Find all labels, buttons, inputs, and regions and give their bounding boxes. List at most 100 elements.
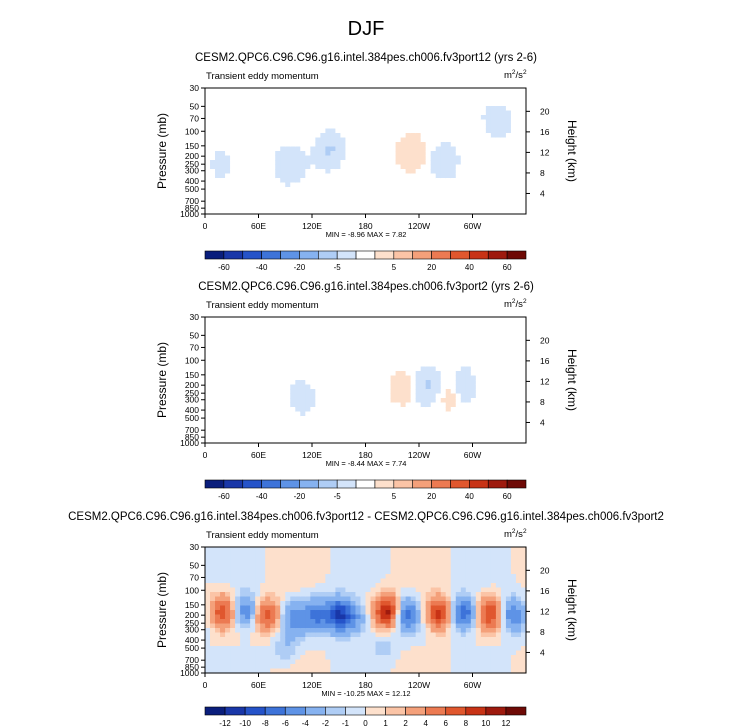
field-cell <box>260 335 266 341</box>
field-cell <box>495 119 502 125</box>
field-cell <box>515 142 522 148</box>
field-cell <box>280 137 286 143</box>
field-cell <box>340 560 347 566</box>
field-cell <box>325 371 331 377</box>
field-cell <box>310 565 316 571</box>
field-cell <box>230 393 236 399</box>
field-cell <box>365 650 372 656</box>
field-cell <box>395 664 402 670</box>
field-cell <box>215 133 221 139</box>
field-cell <box>470 339 477 345</box>
field-cell <box>480 362 487 368</box>
field-cell <box>225 623 231 629</box>
pressure-tick-label: 850 <box>185 432 199 442</box>
field-cell <box>380 357 387 363</box>
field-cell <box>490 209 497 215</box>
field-cell <box>400 434 407 440</box>
field-cell <box>495 398 502 404</box>
field-cell <box>360 142 367 148</box>
field-cell <box>400 560 407 566</box>
field-cell <box>250 330 256 336</box>
field-cell <box>385 205 392 211</box>
field-cell <box>385 614 392 620</box>
field-cell <box>480 92 487 98</box>
field-cell <box>445 348 452 354</box>
field-cell <box>245 560 251 566</box>
field-cell <box>510 137 517 143</box>
field-cell <box>220 416 226 422</box>
field-cell <box>475 407 482 413</box>
field-cell <box>425 389 432 395</box>
field-cell <box>350 97 357 103</box>
field-cell <box>295 547 301 553</box>
field-cell <box>415 556 422 562</box>
field-cell <box>295 389 301 395</box>
field-cell <box>425 173 432 179</box>
field-cell <box>250 362 256 368</box>
field-cell <box>390 547 397 553</box>
field-cell <box>310 371 316 377</box>
field-cell <box>360 596 367 602</box>
field-cell <box>215 416 221 422</box>
field-cell <box>520 115 527 121</box>
chart-panel-2: CESM2.QPC6.C96.C96.g16.intel.384pes.ch00… <box>155 281 579 501</box>
field-cell <box>465 371 472 377</box>
field-cell <box>295 371 301 377</box>
field-cell <box>275 646 281 652</box>
field-cell <box>340 133 347 139</box>
field-cell <box>210 173 216 179</box>
field-cell <box>290 429 296 435</box>
field-cell <box>355 434 362 440</box>
field-cell <box>505 101 512 107</box>
field-cell <box>485 128 492 134</box>
field-cell <box>335 384 342 390</box>
field-cell <box>265 659 271 665</box>
field-cell <box>315 556 321 562</box>
field-cell <box>380 371 387 377</box>
field-cell <box>370 664 377 670</box>
field-cell <box>300 384 306 390</box>
field-cell <box>480 133 487 139</box>
field-cell <box>310 348 316 354</box>
field-cell <box>480 205 487 211</box>
field-cell <box>460 164 467 170</box>
field-cell <box>385 438 392 444</box>
field-cell <box>460 106 467 112</box>
field-cell <box>370 101 377 107</box>
field-cell <box>420 668 427 674</box>
field-cell <box>300 133 306 139</box>
field-cell <box>370 384 377 390</box>
field-cell <box>350 438 357 444</box>
field-cell <box>290 384 296 390</box>
field-cell <box>415 115 422 121</box>
field-cell <box>420 434 427 440</box>
field-cell <box>415 569 422 575</box>
field-cell <box>230 200 236 206</box>
pressure-tick-label: 300 <box>185 166 199 176</box>
field-cell <box>240 641 246 647</box>
field-cell <box>300 375 306 381</box>
field-cell <box>480 178 487 184</box>
field-cell <box>210 614 216 620</box>
field-cell <box>270 420 276 426</box>
field-cell <box>255 137 261 143</box>
field-cell <box>320 637 326 643</box>
field-cell <box>335 200 342 206</box>
field-cell <box>370 371 377 377</box>
field-cell <box>335 321 342 327</box>
field-cell <box>290 569 296 575</box>
field-cell <box>470 393 477 399</box>
field-cell <box>330 411 337 417</box>
field-cell <box>420 88 427 94</box>
field-cell <box>410 578 417 584</box>
field-cell <box>280 547 286 553</box>
field-cell <box>515 97 522 103</box>
field-cell <box>495 209 502 215</box>
field-cell <box>450 438 457 444</box>
field-cell <box>360 119 367 125</box>
field-cell <box>365 592 372 598</box>
field-cell <box>405 605 412 611</box>
field-cell <box>400 407 407 413</box>
field-cell <box>325 366 331 372</box>
field-cell <box>265 628 271 634</box>
